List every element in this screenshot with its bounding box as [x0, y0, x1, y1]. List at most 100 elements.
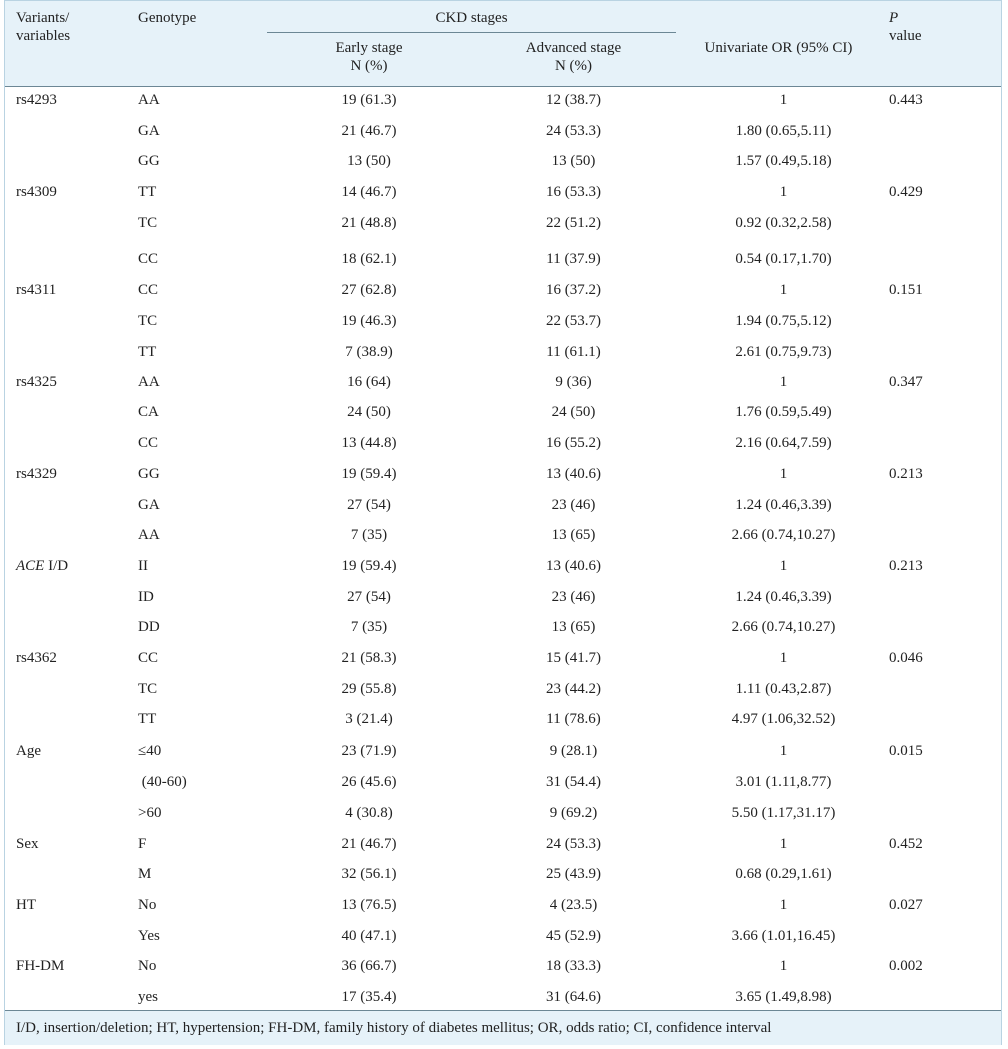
cell-early-stage: 26 (45.6) [341, 774, 397, 790]
cell-early-stage: 21 (46.7) [341, 123, 397, 139]
cell-advanced-stage: 13 (40.6) [546, 558, 601, 574]
cell-univariate-or: 1 [779, 958, 788, 974]
cell-p-value: 0.429 [889, 184, 923, 200]
cell-early-stage: 32 (56.1) [341, 866, 397, 882]
data-table: Variants/ variables Genotype CKD stages … [4, 0, 1002, 1045]
header-divider [267, 32, 676, 33]
cell-advanced-stage: 22 (53.7) [546, 313, 601, 329]
cell-genotype: GG [138, 153, 160, 169]
cell-advanced-stage: 13 (50) [551, 153, 596, 169]
header-univariate-or: Univariate OR (95% CI) [704, 40, 853, 56]
cell-genotype: AA [138, 92, 160, 108]
cell-early-stage: 27 (54) [347, 497, 391, 513]
variant-suffix: I/D [44, 558, 69, 574]
table-header: Variants/ variables Genotype CKD stages … [5, 1, 1001, 87]
cell-advanced-stage: 31 (54.4) [546, 774, 601, 790]
cell-univariate-or: 0.92 (0.32,2.58) [735, 215, 832, 231]
cell-early-stage: 17 (35.4) [341, 989, 397, 1005]
cell-advanced-stage: 16 (53.3) [546, 184, 601, 200]
table-footnote: I/D, insertion/deletion; HT, hypertensio… [5, 1010, 1001, 1045]
cell-genotype: TC [138, 681, 158, 697]
cell-advanced-stage: 11 (61.1) [546, 344, 601, 360]
header-variants: Variants/ variables [16, 10, 71, 44]
cell-advanced-stage: 13 (65) [551, 619, 596, 635]
cell-genotype: II [138, 558, 148, 574]
cell-advanced-stage: 9 (69.2) [549, 805, 598, 821]
cell-genotype: ID [138, 589, 154, 605]
cell-early-stage: 13 (50) [347, 153, 391, 169]
variant-gene-name: ACE [16, 558, 45, 574]
cell-early-stage: 19 (59.4) [341, 466, 397, 482]
cell-p-value: 0.452 [889, 836, 923, 852]
cell-variant: ACE I/D [16, 557, 136, 575]
cell-early-stage: 3 (21.4) [345, 711, 393, 727]
cell-advanced-stage: 13 (40.6) [546, 466, 601, 482]
cell-early-stage: 24 (50) [347, 404, 391, 420]
cell-variant: rs4325 [16, 374, 57, 390]
header-p-value: P value [889, 10, 922, 44]
cell-univariate-or: 1 [779, 92, 788, 108]
cell-early-stage: 29 (55.8) [341, 681, 397, 697]
cell-advanced-stage: 9 (36) [555, 374, 592, 390]
cell-genotype: No [138, 897, 157, 913]
cell-univariate-or: 1 [779, 558, 788, 574]
cell-early-stage: 19 (61.3) [341, 92, 397, 108]
cell-genotype: GA [138, 497, 160, 513]
cell-p-value: 0.002 [889, 958, 923, 974]
cell-univariate-or: 3.66 (1.01,16.45) [731, 928, 836, 944]
cell-genotype: CC [138, 650, 159, 666]
cell-early-stage: 7 (38.9) [345, 344, 393, 360]
cell-genotype: No [138, 958, 157, 974]
cell-advanced-stage: 11 (78.6) [546, 711, 601, 727]
cell-univariate-or: 1.80 (0.65,5.11) [735, 123, 832, 139]
cell-univariate-or: 1 [779, 743, 788, 759]
cell-genotype: >60 [138, 805, 162, 821]
cell-early-stage: 27 (54) [347, 589, 391, 605]
cell-advanced-stage: 18 (33.3) [546, 958, 601, 974]
cell-advanced-stage: 24 (53.3) [546, 836, 601, 852]
cell-advanced-stage: 23 (46) [551, 497, 596, 513]
cell-p-value: 0.027 [889, 897, 923, 913]
cell-univariate-or: 2.61 (0.75,9.73) [735, 344, 832, 360]
cell-p-value: 0.347 [889, 374, 923, 390]
cell-univariate-or: 1.24 (0.46,3.39) [735, 589, 832, 605]
cell-genotype: CC [138, 435, 159, 451]
cell-genotype: TT [138, 711, 157, 727]
cell-advanced-stage: 4 (23.5) [549, 897, 598, 913]
cell-univariate-or: 0.54 (0.17,1.70) [735, 251, 832, 267]
cell-p-value: 0.443 [889, 92, 923, 108]
cell-early-stage: 23 (71.9) [341, 743, 397, 759]
cell-p-value: 0.046 [889, 650, 923, 666]
cell-advanced-stage: 11 (37.9) [546, 251, 601, 267]
cell-advanced-stage: 22 (51.2) [546, 215, 601, 231]
cell-early-stage: 13 (76.5) [341, 897, 397, 913]
cell-variant: rs4329 [16, 466, 57, 482]
cell-advanced-stage: 31 (64.6) [546, 989, 601, 1005]
header-genotype: Genotype [138, 10, 197, 26]
cell-genotype: DD [138, 619, 160, 635]
cell-genotype: AA [138, 374, 160, 390]
cell-univariate-or: 2.66 (0.74,10.27) [731, 619, 836, 635]
cell-early-stage: 21 (58.3) [341, 650, 397, 666]
cell-univariate-or: 0.68 (0.29,1.61) [735, 866, 832, 882]
cell-genotype: TT [138, 344, 157, 360]
cell-univariate-or: 1 [779, 282, 788, 298]
cell-genotype: AA [138, 527, 160, 543]
cell-variant: HT [16, 897, 36, 913]
cell-early-stage: 36 (66.7) [341, 958, 397, 974]
cell-variant: Age [16, 743, 41, 759]
cell-genotype: F [138, 836, 147, 852]
cell-variant: FH-DM [16, 958, 65, 974]
cell-early-stage: 16 (64) [347, 374, 391, 390]
cell-p-value: 0.213 [889, 558, 923, 574]
cell-genotype: (40-60) [138, 774, 187, 790]
cell-advanced-stage: 9 (28.1) [549, 743, 598, 759]
header-advanced-stage: Advanced stage N (%) [525, 40, 622, 74]
cell-univariate-or: 3.65 (1.49,8.98) [735, 989, 832, 1005]
cell-variant: rs4311 [16, 282, 57, 298]
header-early-stage: Early stage N (%) [335, 40, 403, 74]
cell-early-stage: 14 (46.7) [341, 184, 397, 200]
cell-genotype: CA [138, 404, 159, 420]
cell-early-stage: 7 (35) [350, 619, 388, 635]
cell-early-stage: 27 (62.8) [341, 282, 397, 298]
